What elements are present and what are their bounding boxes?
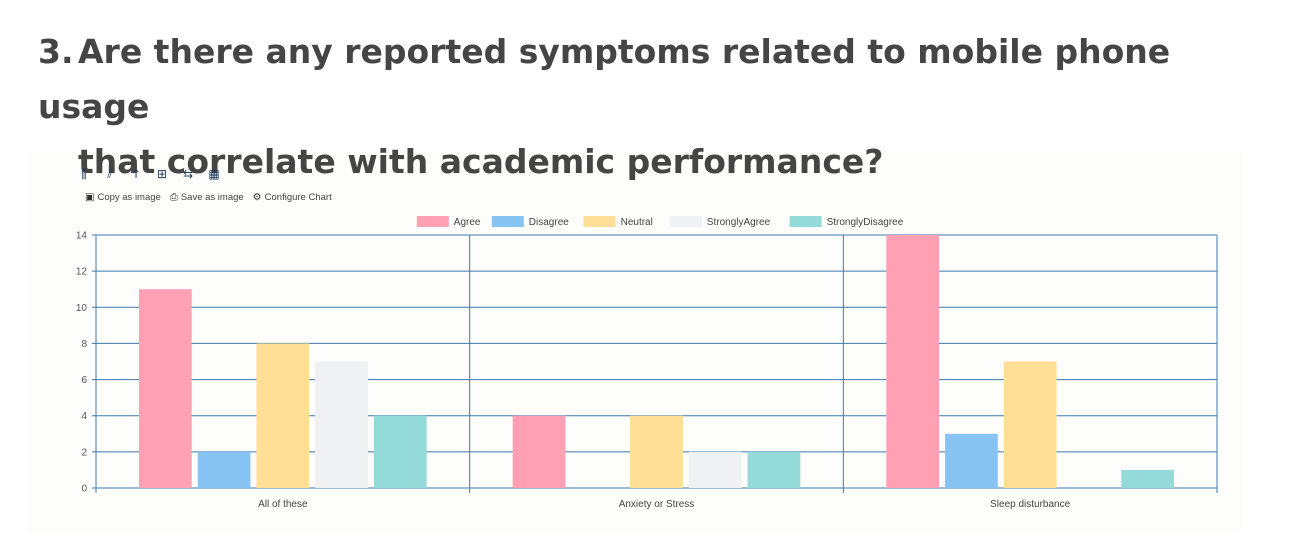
- stacked-bar-icon[interactable]: ⫽: [107, 167, 113, 181]
- bar-disagree-1: [197, 451, 251, 488]
- column-chart-icon[interactable]: ⊞: [156, 167, 168, 181]
- legend-label-agree: Agree: [454, 217, 481, 228]
- legend-swatch-stronglyagree: [669, 216, 702, 227]
- question-number: 3.: [38, 32, 74, 71]
- switch-axis-icon[interactable]: ⇆: [182, 167, 194, 181]
- copy-as-image-label: Copy as image: [97, 192, 161, 203]
- y-tick-label: 4: [81, 411, 87, 422]
- y-tick-label: 12: [76, 267, 88, 278]
- bar-stronglydisagree-2: [747, 451, 801, 488]
- legend-swatch-agree: [416, 216, 449, 227]
- legend-label-stronglydisagree: StronglyDisagree: [827, 217, 904, 228]
- legend-label-stronglyagree: StronglyAgree: [707, 217, 771, 228]
- gear-icon: ⚙: [252, 192, 262, 203]
- bar-stronglydisagree-1: [373, 415, 427, 488]
- image-icon: ▣: [85, 192, 95, 203]
- bar-agree-3: [886, 235, 940, 488]
- y-tick-label: 2: [81, 447, 87, 458]
- bar-neutral-2: [630, 415, 683, 488]
- legend-label-disagree: Disagree: [529, 217, 569, 228]
- legend-swatch-stronglydisagree: [789, 216, 822, 227]
- chart-type-toolbar: ⫼ ⫽ ↑ ⊞ ⇆ ▦: [76, 166, 222, 182]
- legend-swatch-neutral: [583, 216, 616, 227]
- save-as-image-label: Save as image: [180, 192, 244, 203]
- bar-stronglyagree-2: [688, 451, 742, 488]
- line-chart-icon[interactable]: ↑: [130, 167, 142, 181]
- x-tick-label: Anxiety or Stress: [619, 499, 695, 510]
- x-tick-label: All of these: [258, 499, 308, 510]
- bar-stronglyagree-1: [315, 361, 368, 488]
- save-icon: ⎙: [169, 192, 178, 203]
- configure-chart-label: Configure Chart: [264, 192, 332, 203]
- y-tick-label: 8: [81, 339, 87, 350]
- x-tick-label: Sleep disturbance: [990, 499, 1070, 510]
- bar-stronglydisagree-3: [1121, 469, 1174, 488]
- y-tick-label: 14: [76, 231, 88, 242]
- bar-neutral-1: [256, 343, 310, 488]
- bar-agree-1: [139, 289, 192, 488]
- bar-neutral-3: [1003, 361, 1057, 488]
- y-tick-label: 0: [81, 484, 87, 495]
- question-line-2: that correlate with academic performance…: [78, 142, 884, 181]
- y-tick-label: 6: [81, 375, 87, 386]
- question-line-1: Are there any reported symptoms related …: [38, 32, 1171, 126]
- table-icon[interactable]: ▦: [208, 167, 220, 181]
- bar-disagree-3: [945, 433, 998, 488]
- copy-as-image-button[interactable]: ▣ Copy as image: [85, 192, 161, 203]
- legend-swatch-disagree: [491, 216, 524, 227]
- question-heading: 3. Are there any reported symptoms relate…: [38, 24, 1238, 189]
- chart-actions: ▣ Copy as image ⎙ Save as image ⚙ Config…: [85, 192, 332, 203]
- y-tick-label: 10: [76, 303, 88, 314]
- bar-agree-2: [512, 415, 566, 488]
- save-as-image-button[interactable]: ⎙ Save as image: [170, 192, 244, 203]
- bar-chart-icon[interactable]: ⫼: [81, 167, 87, 181]
- legend-label-neutral: Neutral: [621, 217, 653, 228]
- configure-chart-button[interactable]: ⚙ Configure Chart: [253, 192, 332, 203]
